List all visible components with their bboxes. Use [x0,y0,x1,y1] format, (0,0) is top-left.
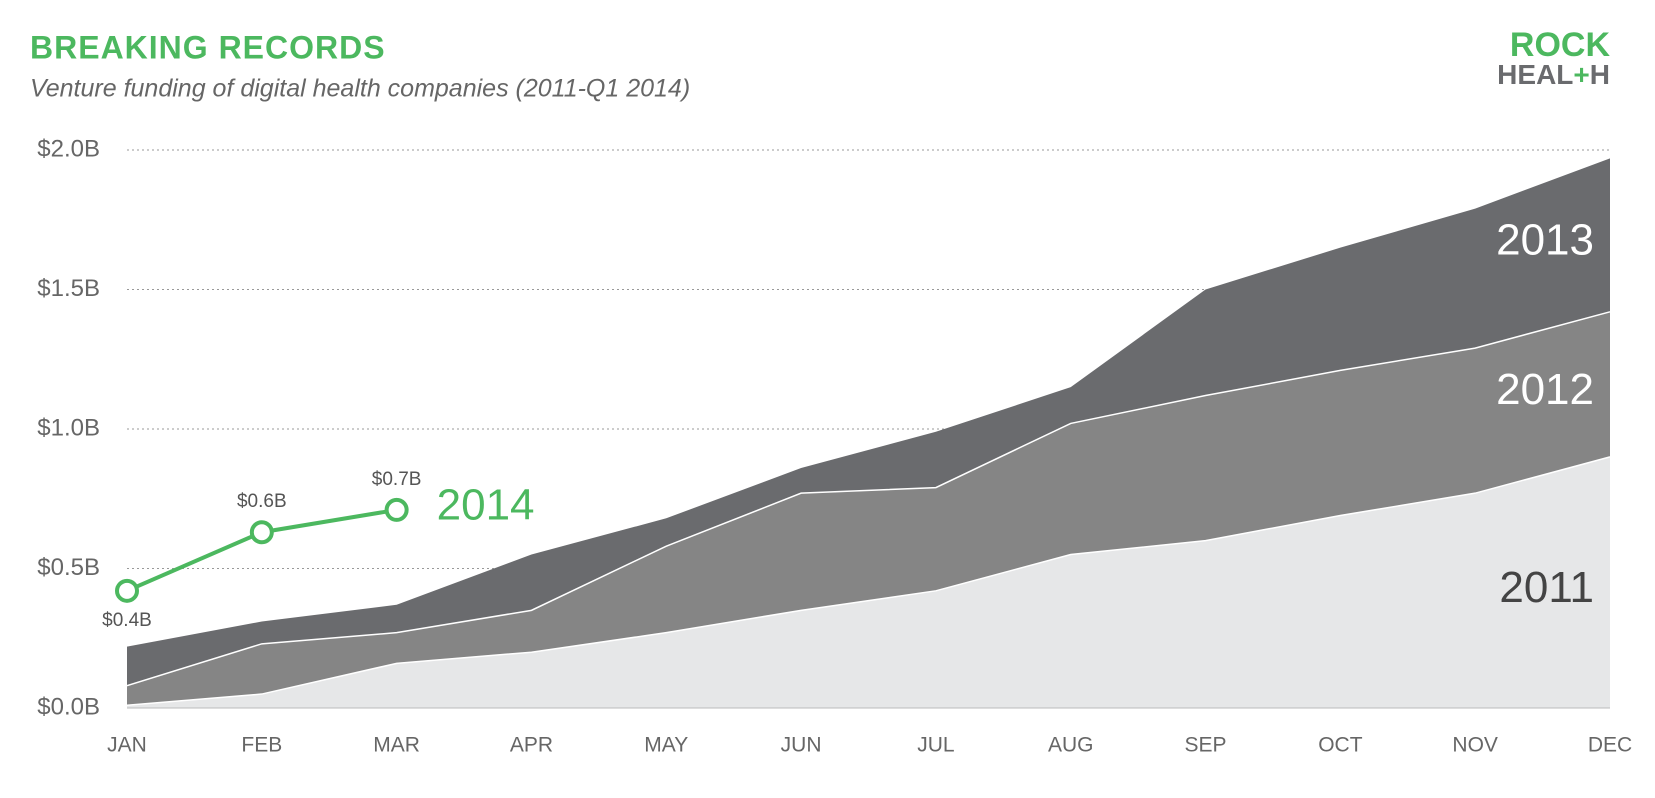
x-tick-label: APR [510,734,553,757]
chart-subtitle: Venture funding of digital health compan… [30,75,690,103]
x-tick-label: AUG [1048,734,1094,757]
y-tick-label: $1.5B [37,275,100,302]
series-label: 2011 [1499,563,1594,612]
y-tick-label: $2.0B [37,135,100,162]
series-label: 2012 [1496,365,1594,414]
series-label: 2013 [1496,216,1594,265]
x-tick-label: MAR [373,734,420,757]
y-tick-label: $0.0B [37,693,100,720]
series-label: 2014 [437,481,535,530]
x-tick-label: MAY [644,734,688,757]
logo-top: ROCK [1510,26,1611,64]
y-tick-label: $0.5B [37,554,100,581]
area [127,456,1610,708]
x-tick-label: FEB [241,734,282,757]
marker [115,578,139,603]
logo-part: H [1590,59,1610,90]
logo-bottom: HEAL+H [1497,59,1610,90]
area-edge [126,456,1611,706]
data-label: $0.6B [237,491,287,512]
logo-part: HEAL [1497,59,1573,90]
chart-title: BREAKING RECORDS [30,29,386,65]
x-tick-label: SEP [1185,734,1227,757]
area-edge [126,311,1611,687]
x-tick-label: JAN [107,734,147,757]
x-tick-label: NOV [1452,734,1498,757]
logo-plus: + [1573,59,1589,90]
data-label: $0.7B [372,469,422,490]
y-tick-label: $1.0B [37,414,100,441]
x-tick-label: DEC [1588,734,1632,757]
x-tick-label: OCT [1318,734,1363,757]
x-tick-label: JUL [917,734,954,757]
data-label: $0.4B [102,610,152,631]
marker [384,497,409,522]
marker [249,520,274,545]
x-tick-label: JUN [781,734,822,757]
